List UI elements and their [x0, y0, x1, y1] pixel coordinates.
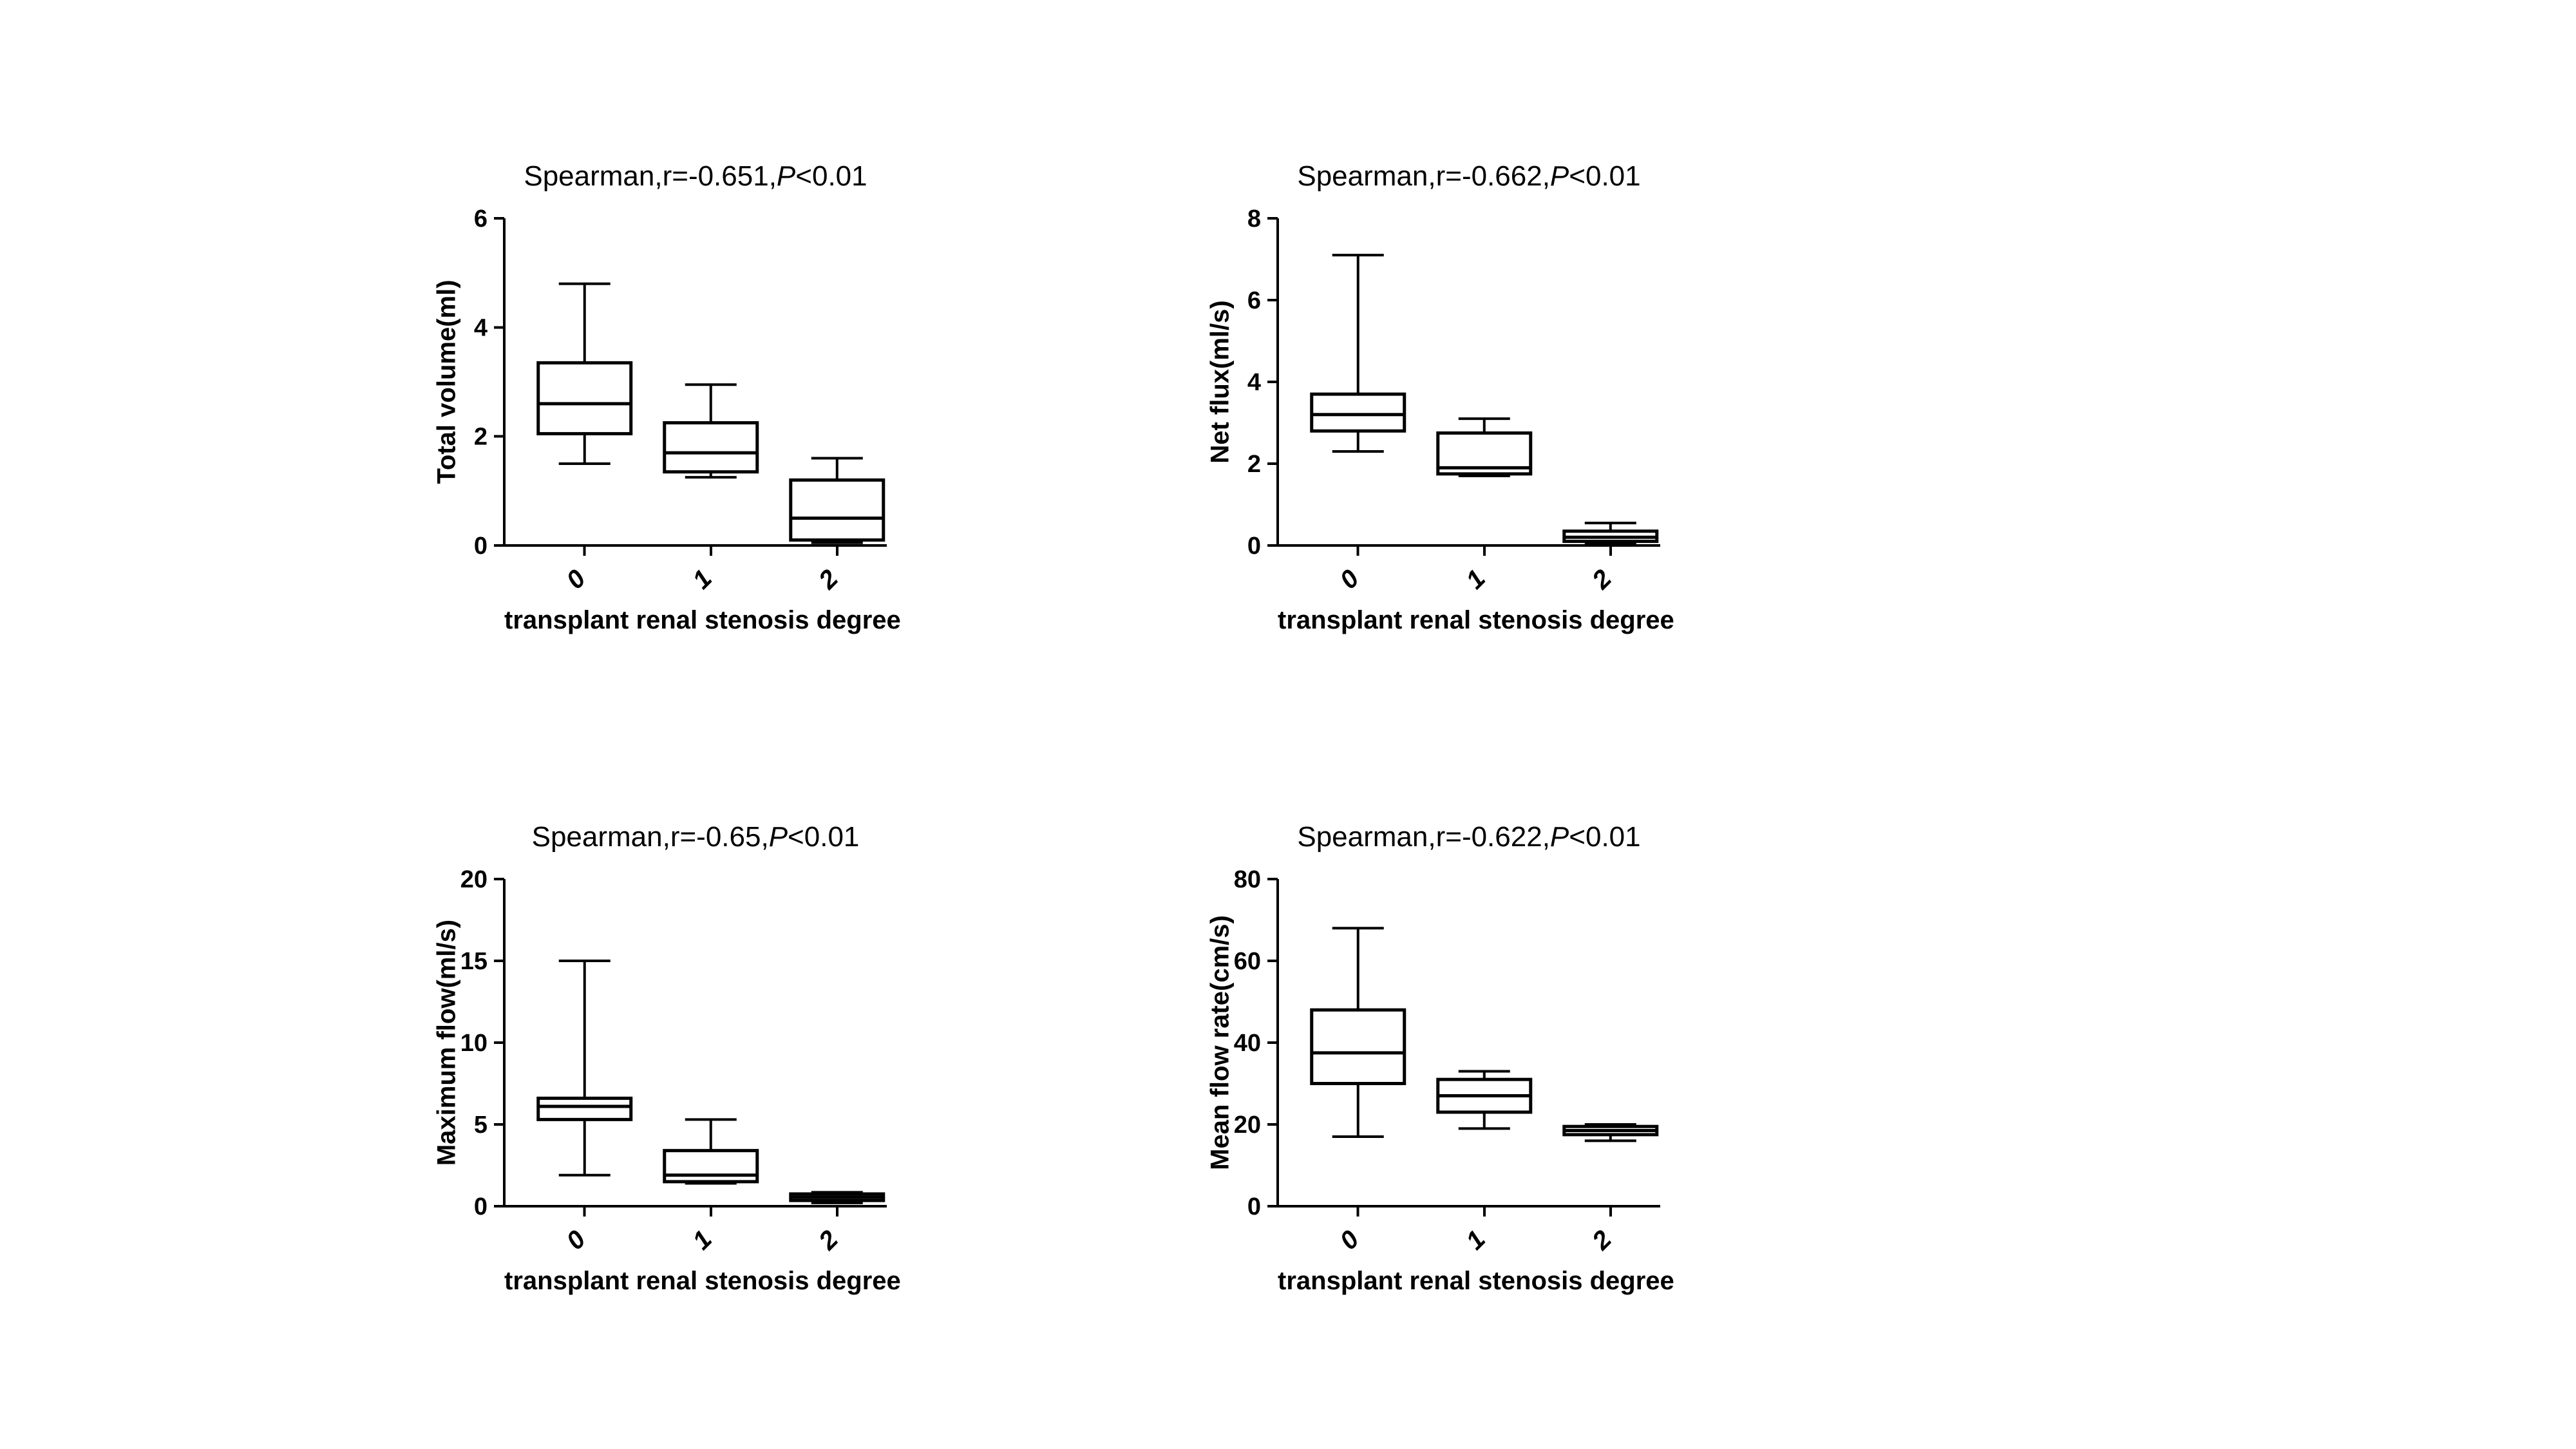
x-tick-label: 1 [687, 1225, 717, 1255]
title-suffix: <0.01 [1569, 160, 1641, 192]
title-italic-p: P [768, 821, 788, 853]
title-suffix: <0.01 [788, 821, 860, 853]
panel-mean-flow-rate: Spearman,r=-0.622,P<0.01 Mean flow rate(… [1145, 821, 1686, 1338]
boxplot-total-volume: 0 2 4 6 0 1 2 [474, 205, 887, 595]
y-tick-label: 0 [1247, 1193, 1261, 1220]
y-tick-label: 20 [460, 866, 488, 893]
y-tick-label: 0 [474, 1193, 488, 1220]
box-group-1 [1436, 1070, 1533, 1130]
iqr-box [789, 478, 886, 542]
panel-total-volume: Spearman,r=-0.651,P<0.01 Total volume(ml… [372, 160, 913, 677]
y-tick-label: 5 [474, 1112, 488, 1139]
y-tick-label: 0 [1247, 533, 1261, 560]
x-tick-label: 2 [1586, 1225, 1617, 1256]
iqr-box [1310, 392, 1406, 433]
x-tick-label: 0 [1334, 1225, 1365, 1255]
panel-net-flux: Spearman,r=-0.662,P<0.01 Net flux(ml/s) … [1145, 160, 1686, 677]
y-tick-label: 10 [460, 1030, 488, 1057]
y-tick-label: 4 [474, 314, 488, 341]
box-group-0 [1310, 254, 1406, 453]
x-axis-label: transplant renal stenosis degree [1278, 1267, 1674, 1295]
axes [1267, 217, 1660, 556]
chart-title: Spearman,r=-0.65,P<0.01 [504, 821, 887, 853]
box-group-0 [536, 960, 633, 1177]
boxplot-net-flux: 0 2 4 6 8 0 1 2 [1247, 205, 1660, 595]
box-group-0 [1310, 927, 1406, 1139]
iqr-box [663, 1149, 759, 1184]
y-tick-label: 6 [474, 205, 488, 232]
axes [494, 878, 887, 1217]
x-tick-label: 2 [1586, 564, 1617, 595]
chart-title: Spearman,r=-0.622,P<0.01 [1278, 821, 1660, 853]
y-tick-label: 6 [1247, 287, 1261, 314]
x-tick-label: 1 [1461, 1225, 1491, 1255]
x-tick-label: 0 [1334, 564, 1365, 594]
x-axis-label: transplant renal stenosis degree [504, 1267, 901, 1295]
box-group-1 [663, 383, 759, 479]
title-suffix: <0.01 [1569, 821, 1641, 853]
title-prefix: Spearman,r=-0.65, [531, 821, 769, 853]
x-tick-label: 1 [1461, 564, 1491, 594]
x-axis-label: transplant renal stenosis degree [504, 606, 901, 634]
y-tick-label: 40 [1234, 1030, 1261, 1057]
title-prefix: Spearman,r=-0.662, [1297, 160, 1550, 192]
boxplot-maximum-flow: 0 5 10 15 20 0 1 2 [460, 866, 887, 1256]
box-group-0 [536, 282, 633, 465]
y-tick-label: 4 [1247, 369, 1261, 396]
y-tick-label: 60 [1234, 948, 1261, 975]
x-tick-label: 2 [813, 564, 844, 595]
y-tick-label: 15 [460, 948, 488, 975]
iqr-box [663, 421, 759, 474]
y-tick-label: 80 [1234, 866, 1261, 893]
title-italic-p: P [1549, 821, 1569, 853]
x-tick-label: 2 [813, 1225, 844, 1256]
axes [1267, 878, 1660, 1217]
x-tick-label: 0 [561, 1225, 591, 1255]
y-tick-label: 2 [1247, 451, 1261, 478]
iqr-box [536, 361, 633, 435]
y-tick-label: 8 [1247, 205, 1261, 232]
boxplot-mean-flow-rate: 0 20 40 60 80 0 1 2 [1234, 866, 1660, 1256]
y-tick-label: 2 [474, 424, 488, 451]
y-tick-label: 0 [474, 533, 488, 560]
panel-maximum-flow: Spearman,r=-0.65,P<0.01 Maximum flow(ml/… [372, 821, 913, 1338]
iqr-box [1310, 1008, 1406, 1085]
box-group-1 [663, 1118, 759, 1185]
box-group-2 [789, 457, 886, 544]
title-italic-p: P [776, 160, 796, 192]
x-axis-label: transplant renal stenosis degree [1278, 606, 1674, 634]
x-tick-label: 1 [687, 564, 717, 594]
title-prefix: Spearman,r=-0.651, [524, 160, 777, 192]
box-group-2 [1562, 522, 1659, 545]
iqr-box [536, 1096, 633, 1121]
box-group-2 [789, 1191, 886, 1204]
title-prefix: Spearman,r=-0.622, [1297, 821, 1550, 853]
y-tick-label: 20 [1234, 1112, 1261, 1139]
title-italic-p: P [1549, 160, 1569, 192]
axes [494, 217, 887, 556]
x-tick-label: 0 [561, 564, 591, 594]
title-suffix: <0.01 [795, 160, 867, 192]
box-group-2 [1562, 1123, 1659, 1142]
chart-title: Spearman,r=-0.651,P<0.01 [504, 160, 887, 193]
box-group-1 [1436, 417, 1533, 478]
chart-title: Spearman,r=-0.662,P<0.01 [1278, 160, 1660, 193]
